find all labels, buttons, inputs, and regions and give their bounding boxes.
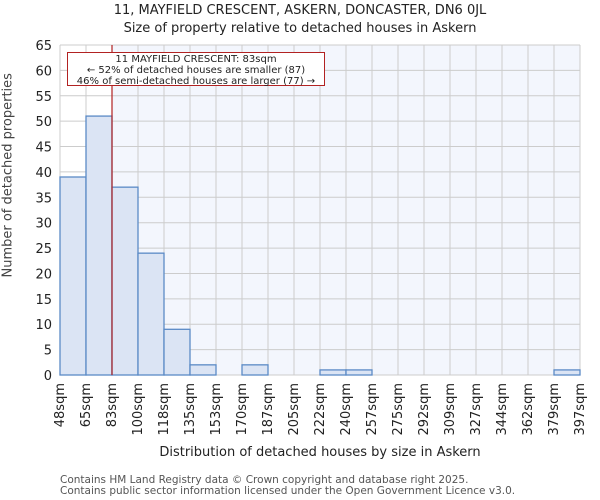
x-tick-label: 48sqm [53, 383, 68, 427]
histogram-bar [163, 328, 191, 376]
x-tick-label: 397sqm [573, 383, 588, 436]
x-tick-label: 327sqm [469, 383, 484, 436]
y-tick-label: 30 [35, 217, 52, 232]
x-tick-label: 65sqm [79, 383, 94, 427]
x-tick-label: 118sqm [157, 383, 172, 436]
x-tick-label: 344sqm [495, 383, 510, 436]
histogram-bar [85, 115, 113, 376]
x-tick-label: 205sqm [287, 383, 302, 436]
y-tick-label: 5 [44, 344, 52, 359]
histogram-bar [553, 369, 581, 376]
histogram-bar [319, 369, 347, 376]
x-axis-label: Distribution of detached houses by size … [159, 445, 481, 460]
x-tick-label: 275sqm [391, 383, 406, 436]
y-tick-label: 0 [44, 369, 52, 384]
x-tick-label: 153sqm [209, 383, 224, 436]
chart-title: 11, MAYFIELD CRESCENT, ASKERN, DONCASTER… [113, 3, 487, 18]
footer-licence: Contains public sector information licen… [60, 485, 516, 497]
x-tick-label: 240sqm [339, 383, 354, 436]
y-tick-label: 10 [35, 318, 52, 333]
y-axis-label: Number of detached properties [0, 73, 16, 278]
histogram-bar [111, 186, 139, 376]
x-tick-label: 187sqm [261, 383, 276, 436]
annotation-line-2: ← 52% of detached houses are smaller (87… [86, 65, 306, 76]
x-tick-label: 309sqm [443, 383, 458, 436]
property-annotation-box: 11 MAYFIELD CRESCENT: 83sqm ← 52% of det… [67, 52, 325, 87]
footer-copyright: Contains HM Land Registry data © Crown c… [60, 474, 469, 486]
x-tick-label: 379sqm [547, 383, 562, 436]
x-tick-label: 170sqm [235, 383, 250, 436]
histogram-bar [137, 252, 165, 376]
y-tick-label: 25 [35, 242, 52, 257]
histogram-bar [59, 176, 87, 376]
histogram-bar [189, 364, 217, 376]
y-tick-label: 55 [35, 90, 52, 105]
y-tick-label: 45 [35, 141, 52, 156]
x-tick-label: 135sqm [183, 383, 198, 436]
x-tick-label: 257sqm [365, 383, 380, 436]
y-tick-label: 60 [35, 64, 52, 79]
annotation-line-1: 11 MAYFIELD CRESCENT: 83sqm [115, 54, 277, 65]
y-tick-label: 50 [35, 115, 52, 130]
x-tick-label: 362sqm [521, 383, 536, 436]
x-tick-label: 100sqm [131, 383, 146, 436]
x-tick-label: 222sqm [313, 383, 328, 436]
x-tick-label: 292sqm [417, 383, 432, 436]
y-tick-label: 40 [35, 166, 52, 181]
y-tick-label: 65 [35, 39, 52, 54]
histogram-bar [345, 369, 373, 376]
histogram-bar [241, 364, 269, 376]
annotation-line-3: 46% of semi-detached houses are larger (… [76, 76, 316, 87]
y-tick-label: 15 [35, 293, 52, 308]
x-tick-label: 83sqm [105, 383, 120, 427]
y-tick-label: 35 [35, 191, 52, 206]
y-tick-label: 20 [35, 267, 52, 282]
chart-subtitle: Size of property relative to detached ho… [123, 21, 477, 36]
